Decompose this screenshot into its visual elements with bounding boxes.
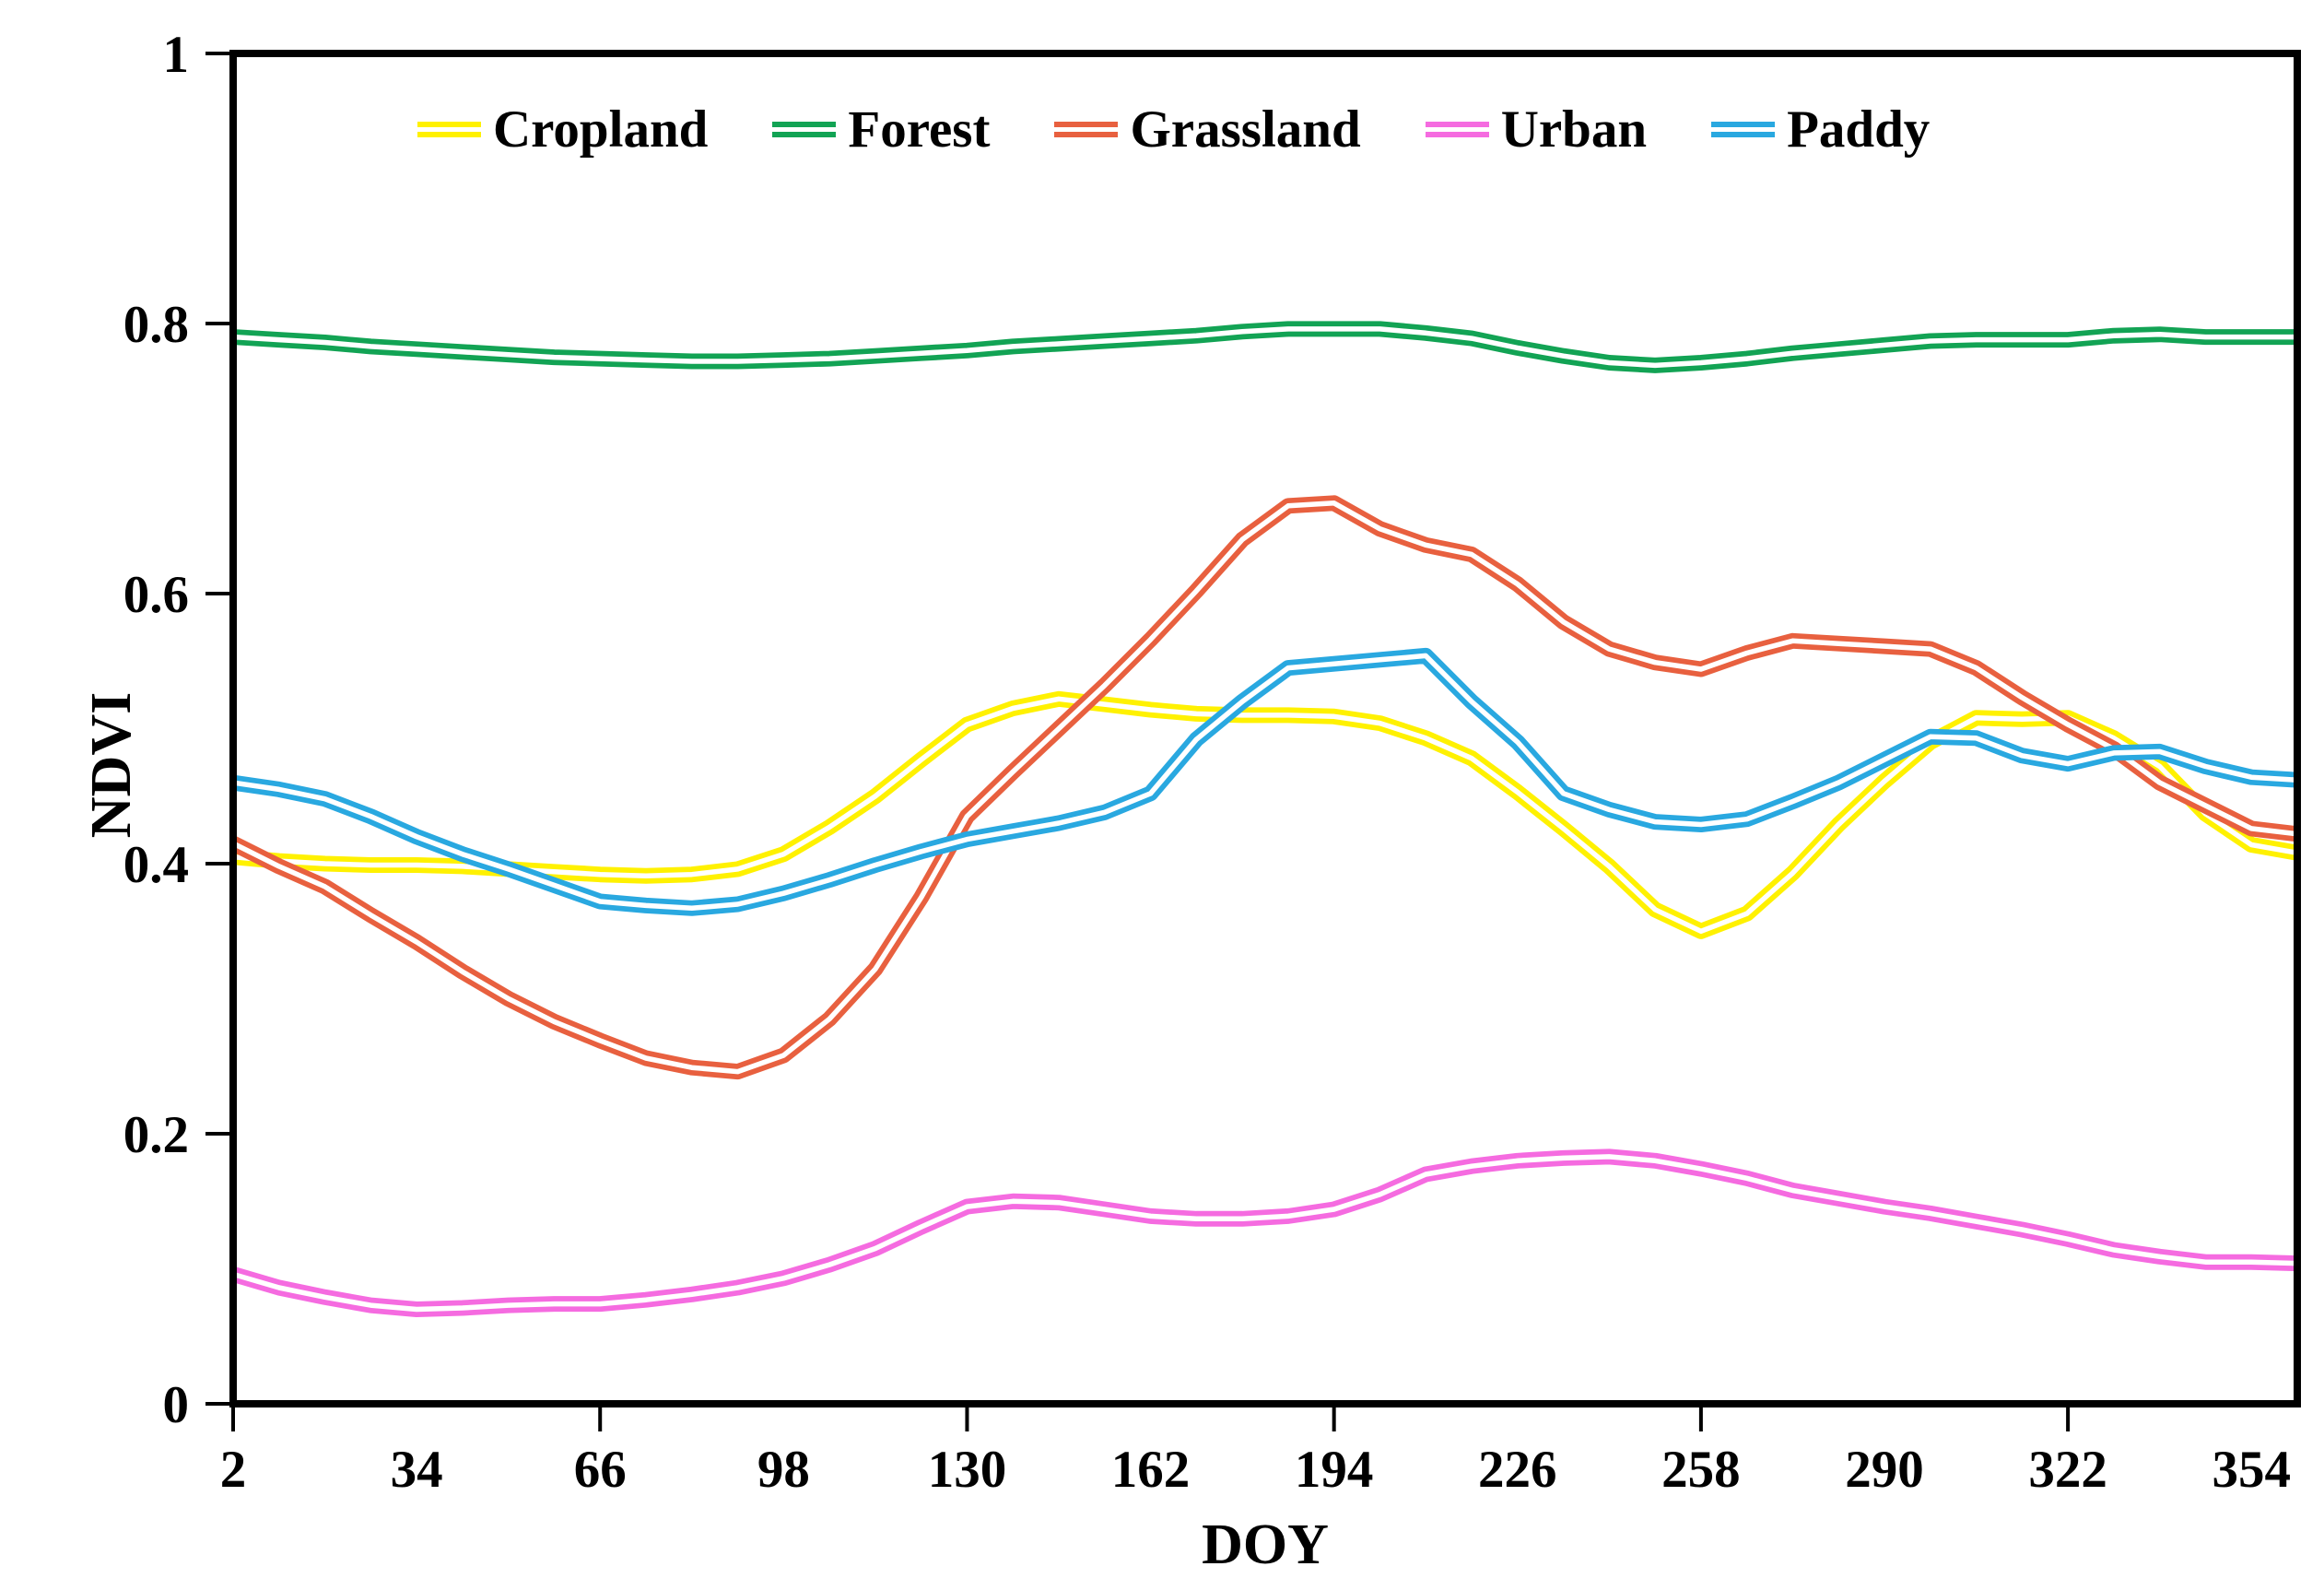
x-tick-label: 322 (2028, 1441, 2107, 1499)
series-lines (233, 321, 2297, 1317)
x-tick-label: 354 (2212, 1441, 2291, 1499)
legend-label-grassland: Grassland (1130, 100, 1361, 159)
forest-line-swatch-icon (772, 121, 837, 137)
x-tick-label: 130 (928, 1441, 1007, 1499)
x-tick-label: 290 (1845, 1441, 1924, 1499)
x-tick-label: 226 (1478, 1441, 1557, 1499)
x-axis-title: DOY (1202, 1513, 1329, 1576)
legend-item-paddy: Paddy (1711, 103, 1930, 156)
y-tick-label: 1 (163, 26, 190, 84)
y-tick-label: 0.6 (123, 566, 189, 624)
legend-label-forest: Forest (848, 100, 991, 159)
series-line-grassland (233, 495, 2297, 1080)
legend-item-cropland: Cropland (417, 103, 708, 156)
x-tick-label: 194 (1295, 1441, 1374, 1499)
paddy-line-swatch-icon (1711, 121, 1776, 137)
series-line-cropland (233, 690, 2297, 939)
x-tick-label: 2 (220, 1441, 247, 1499)
plot-border (229, 50, 2301, 1407)
y-tick-label: 0.2 (123, 1106, 189, 1164)
cropland-line-swatch-icon (417, 121, 481, 137)
series-line-paddy (233, 647, 2297, 916)
x-tick-label: 258 (1661, 1441, 1741, 1499)
x-tick-label: 162 (1111, 1441, 1191, 1499)
series-line-forest (233, 321, 2297, 373)
legend-item-urban: Urban (1425, 100, 1648, 159)
legend: Cropland Forest Grassland Urban Paddy (417, 98, 1930, 160)
x-tick-label: 98 (757, 1441, 810, 1499)
x-tick-label: 66 (574, 1441, 627, 1499)
urban-line-swatch-icon (1425, 121, 1489, 137)
legend-label-paddy: Paddy (1787, 100, 1931, 159)
y-tick-label: 0.8 (123, 296, 189, 354)
series-line-urban (233, 1148, 2297, 1317)
y-axis-title: NDVI (80, 691, 144, 839)
x-tick-label: 34 (391, 1441, 443, 1499)
legend-item-grassland: Grassland (1054, 100, 1361, 159)
y-tick-label: 0 (163, 1376, 190, 1434)
legend-label-cropland: Cropland (493, 100, 709, 159)
legend-label-urban: Urban (1500, 100, 1648, 159)
grassland-line-swatch-icon (1054, 121, 1119, 137)
y-tick-label: 0.4 (123, 836, 189, 894)
legend-item-forest: Forest (772, 103, 990, 156)
